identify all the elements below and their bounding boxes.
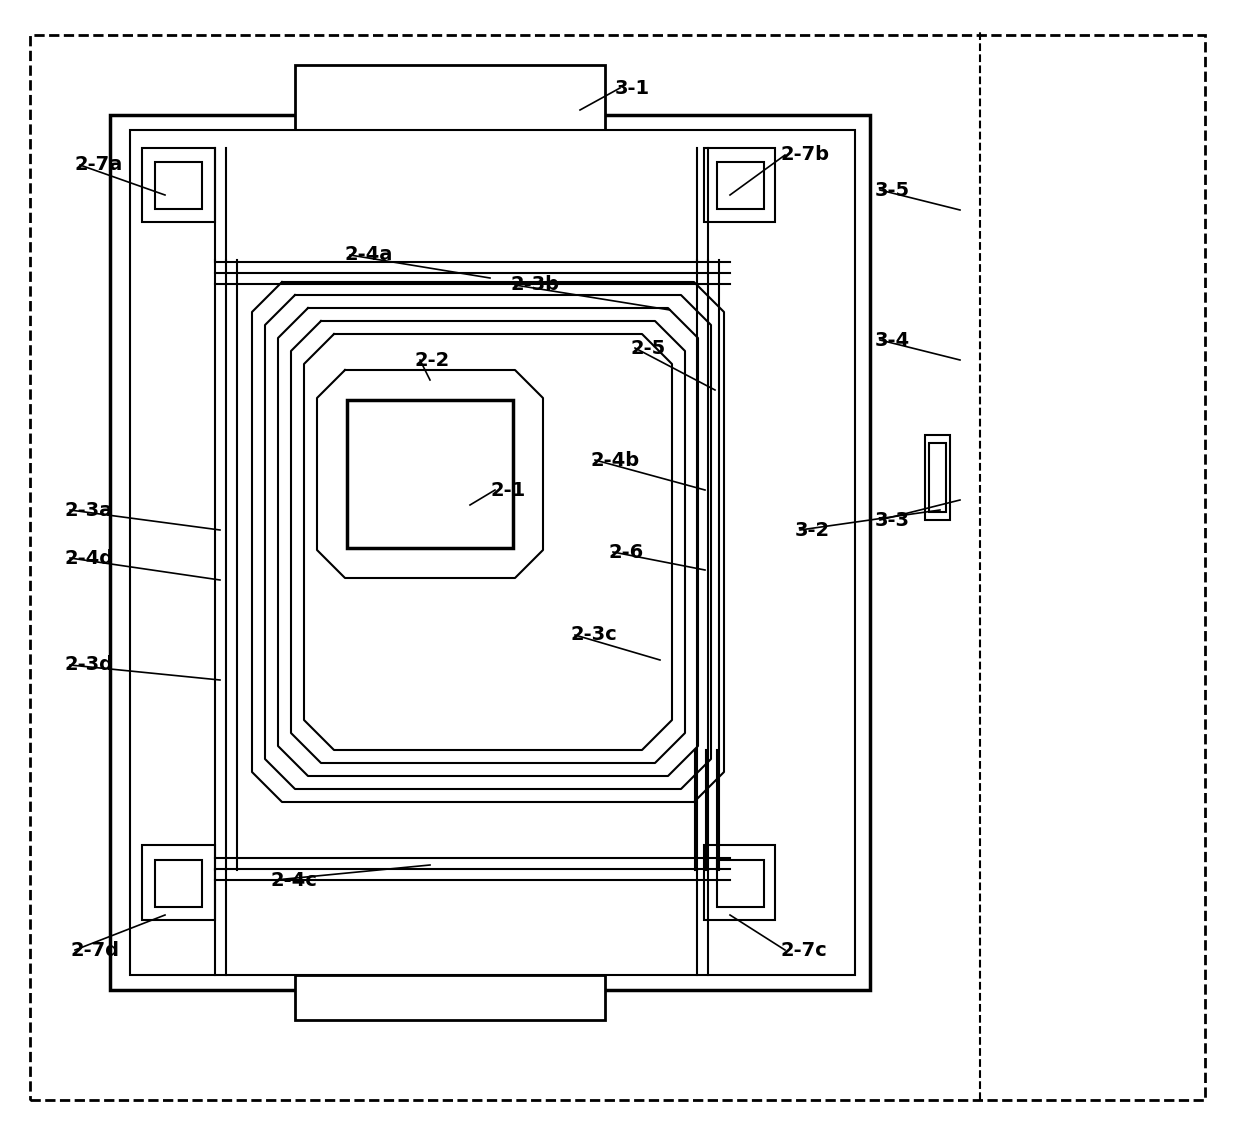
Text: 2-4a: 2-4a xyxy=(345,245,393,264)
Text: 2-4b: 2-4b xyxy=(590,451,639,469)
Text: 2-5: 2-5 xyxy=(630,339,665,357)
Text: 2-3c: 2-3c xyxy=(570,626,616,644)
Bar xyxy=(295,975,605,1020)
Text: 2-7b: 2-7b xyxy=(780,146,830,165)
Text: 2-7a: 2-7a xyxy=(74,156,123,174)
Bar xyxy=(110,115,870,990)
Bar xyxy=(717,162,764,209)
Text: 2-7d: 2-7d xyxy=(69,940,119,959)
Text: 2-7c: 2-7c xyxy=(780,940,827,959)
Bar xyxy=(143,845,215,920)
Text: 3-4: 3-4 xyxy=(875,330,910,349)
Text: 3-1: 3-1 xyxy=(615,78,650,97)
Bar xyxy=(155,162,202,209)
Text: 2-3b: 2-3b xyxy=(510,276,559,295)
Text: 2-1: 2-1 xyxy=(490,480,526,499)
Text: 3-5: 3-5 xyxy=(875,181,910,200)
Bar xyxy=(155,860,202,907)
Text: 2-6: 2-6 xyxy=(608,542,644,562)
Text: 2-3a: 2-3a xyxy=(64,501,113,520)
Text: 3-2: 3-2 xyxy=(795,521,830,539)
Text: 2-4d: 2-4d xyxy=(64,548,114,567)
Bar xyxy=(717,860,764,907)
Text: 2-3d: 2-3d xyxy=(64,655,114,675)
Bar xyxy=(925,435,950,520)
Text: 2-4c: 2-4c xyxy=(270,870,317,889)
Bar xyxy=(295,66,605,145)
Bar xyxy=(347,400,513,548)
Text: 3-3: 3-3 xyxy=(875,511,910,530)
Bar xyxy=(143,148,215,221)
Bar xyxy=(704,845,775,920)
Bar xyxy=(130,130,856,975)
Text: 2-2: 2-2 xyxy=(415,350,450,370)
Bar xyxy=(704,148,775,221)
Bar xyxy=(929,443,946,512)
